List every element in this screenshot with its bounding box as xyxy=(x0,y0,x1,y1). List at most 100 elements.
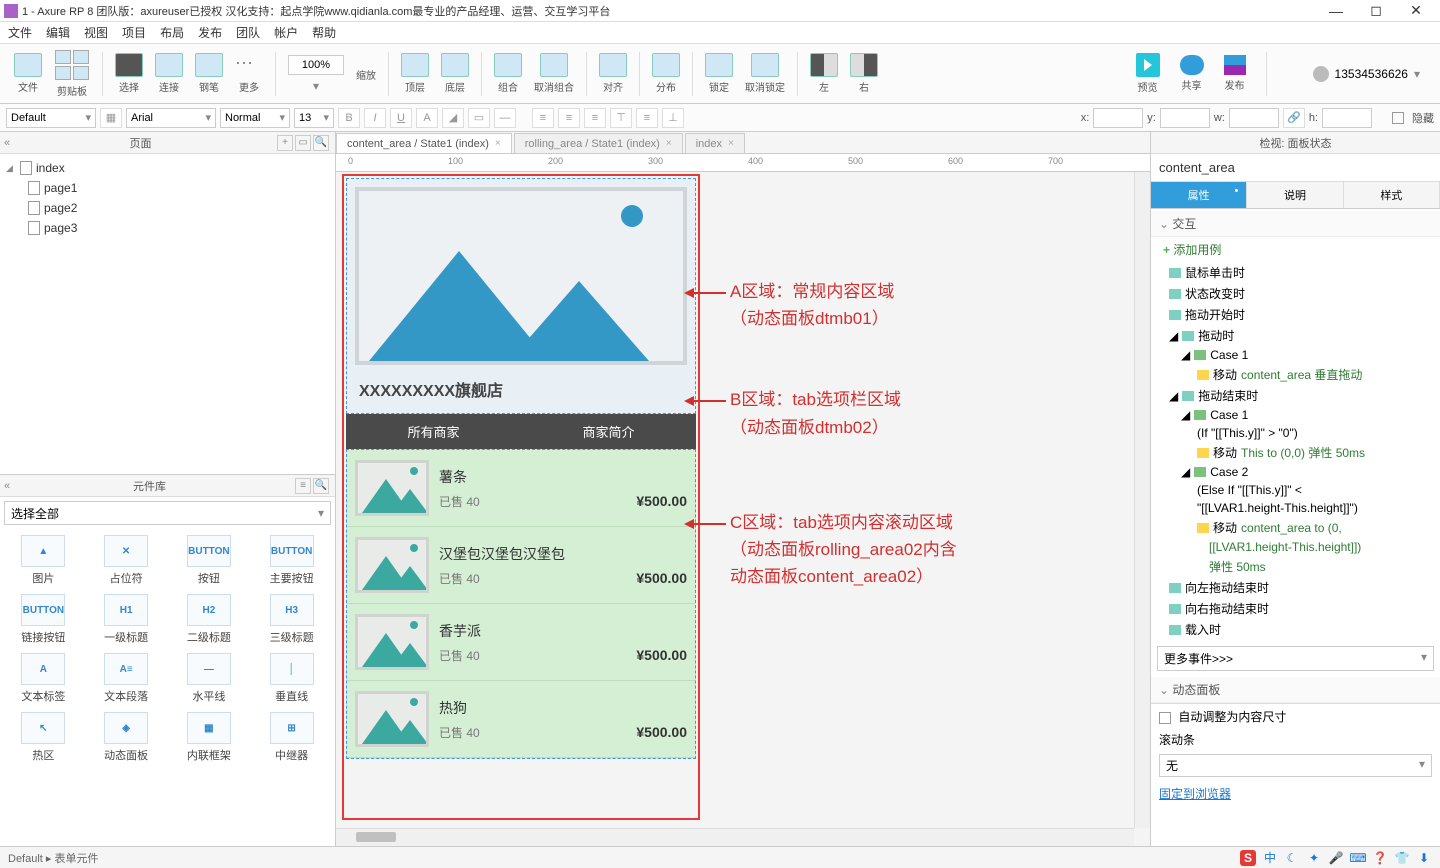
tab-merchant-intro[interactable]: 商家简介 xyxy=(521,414,696,449)
tb-right[interactable]: 右 xyxy=(850,53,878,94)
action-move3[interactable]: 移动 content_area to (0, xyxy=(1151,517,1440,538)
page-page2[interactable]: page2 xyxy=(6,198,329,218)
tb-zoom[interactable]: 100% ▾ xyxy=(288,55,344,93)
tb-front[interactable]: 顶层 xyxy=(401,53,429,94)
product-row[interactable]: 汉堡包汉堡包汉堡包 已售 40¥500.00 xyxy=(347,527,695,604)
line-btn[interactable]: — xyxy=(494,108,516,128)
lib-item[interactable]: —水平线 xyxy=(170,653,249,704)
more-events[interactable]: 更多事件>>>▾ xyxy=(1157,646,1434,671)
lib-item[interactable]: ▲图片 xyxy=(4,535,83,586)
lib-select[interactable]: 选择全部▾ xyxy=(4,501,331,525)
lib-item[interactable]: A文本标签 xyxy=(4,653,83,704)
menu-team[interactable]: 团队 xyxy=(236,24,260,41)
h-field[interactable] xyxy=(1322,108,1372,128)
tab-rolling-area[interactable]: rolling_area / State1 (index)× xyxy=(514,133,683,153)
section-dynamic-panel[interactable]: 动态面板 xyxy=(1151,677,1440,703)
tb-share[interactable]: 共享 xyxy=(1180,55,1204,92)
tb-lock[interactable]: 锁定 xyxy=(705,53,733,94)
weight-select[interactable]: Normal▾ xyxy=(220,108,290,128)
hidden-checkbox[interactable] xyxy=(1392,112,1404,124)
tb-clipboard[interactable]: 剪贴板 xyxy=(54,49,90,98)
close-icon[interactable]: × xyxy=(728,138,734,149)
evt-dragging[interactable]: ◢拖动时 xyxy=(1151,325,1440,346)
border-btn[interactable]: ▭ xyxy=(468,108,490,128)
ime-skin-icon[interactable]: 👕 xyxy=(1394,850,1410,866)
maximize-button[interactable]: ◻ xyxy=(1356,2,1396,19)
menu-project[interactable]: 项目 xyxy=(122,24,146,41)
page-page1[interactable]: page1 xyxy=(6,178,329,198)
valign-t[interactable]: ⊤ xyxy=(610,108,632,128)
tb-file[interactable]: 文件 xyxy=(14,53,42,94)
case-1a[interactable]: ◢Case 1 xyxy=(1151,346,1440,364)
canvas-scroll-v[interactable] xyxy=(1134,172,1150,828)
lib-item[interactable]: BUTTON按钮 xyxy=(170,535,249,586)
section-c-list[interactable]: 薯条 已售 40¥500.00 汉堡包汉堡包汉堡包 已售 40¥500.00 香… xyxy=(346,449,696,759)
tab-properties[interactable]: 属性• xyxy=(1151,182,1247,208)
valign-m[interactable]: ≡ xyxy=(636,108,658,128)
ime-lang[interactable]: 中 xyxy=(1262,850,1278,866)
ime-moon-icon[interactable]: ☾ xyxy=(1284,850,1300,866)
ime-mic-icon[interactable]: 🎤 xyxy=(1328,850,1344,866)
align-l[interactable]: ≡ xyxy=(532,108,554,128)
menu-account[interactable]: 帐户 xyxy=(274,24,298,41)
evt-load[interactable]: 载入时 xyxy=(1151,619,1440,640)
w-field[interactable] xyxy=(1229,108,1279,128)
section-a[interactable]: XXXXXXXXX旗舰店 xyxy=(346,178,696,414)
ime-punct-icon[interactable]: ✦ xyxy=(1306,850,1322,866)
lib-item[interactable]: ▦内联框架 xyxy=(170,712,249,763)
lib-item[interactable]: │垂直线 xyxy=(252,653,331,704)
add-page-btn[interactable]: + xyxy=(277,135,293,151)
tab-index[interactable]: index× xyxy=(685,133,745,153)
scrollbar-select[interactable]: 无▾ xyxy=(1159,754,1432,777)
ime-down-icon[interactable]: ⬇ xyxy=(1416,850,1432,866)
tab-notes[interactable]: 说明 xyxy=(1247,182,1343,208)
align-c[interactable]: ≡ xyxy=(558,108,580,128)
menu-help[interactable]: 帮助 xyxy=(312,24,336,41)
lib-item[interactable]: ✕占位符 xyxy=(87,535,166,586)
evt-swipe-left-end[interactable]: 向左拖动结束时 xyxy=(1151,577,1440,598)
lock-aspect[interactable]: 🔗 xyxy=(1283,108,1305,128)
lib-menu-btn[interactable]: ≡ xyxy=(295,478,311,494)
product-row[interactable]: 热狗 已售 40¥500.00 xyxy=(347,681,695,758)
tb-align[interactable]: 对齐 xyxy=(599,53,627,94)
add-case-link[interactable]: 添加用例 xyxy=(1151,237,1440,262)
section-interactions[interactable]: 交互 xyxy=(1151,211,1440,237)
lib-item[interactable]: A≡文本段落 xyxy=(87,653,166,704)
size-select[interactable]: 13▾ xyxy=(294,108,334,128)
tb-connect[interactable]: 连接 xyxy=(155,53,183,94)
tab-style[interactable]: 样式 xyxy=(1344,182,1440,208)
tb-preview[interactable]: 预览 xyxy=(1136,53,1160,94)
tb-unlock[interactable]: 取消锁定 xyxy=(745,53,785,94)
action-move2[interactable]: 移动 This to (0,0) 弹性 50ms xyxy=(1151,442,1440,463)
case-1b[interactable]: ◢Case 1 xyxy=(1151,406,1440,424)
evt-click[interactable]: 鼠标单击时 xyxy=(1151,262,1440,283)
product-row[interactable]: 香芋派 已售 40¥500.00 xyxy=(347,604,695,681)
menu-layout[interactable]: 布局 xyxy=(160,24,184,41)
fill-btn[interactable]: ◢ xyxy=(442,108,464,128)
style-preset[interactable]: Default▾ xyxy=(6,108,96,128)
tab-all-merchants[interactable]: 所有商家 xyxy=(346,414,521,449)
tb-publish[interactable]: 发布 xyxy=(1224,55,1246,92)
tb-group-btn[interactable]: 组合 xyxy=(494,53,522,94)
evt-swipe-right-end[interactable]: 向右拖动结束时 xyxy=(1151,598,1440,619)
product-row[interactable]: 薯条 已售 40¥500.00 xyxy=(347,450,695,527)
case-2[interactable]: ◢Case 2 xyxy=(1151,463,1440,481)
tab-content-area[interactable]: content_area / State1 (index)× xyxy=(336,133,512,153)
tb-distribute[interactable]: 分布 xyxy=(652,53,680,94)
lib-item[interactable]: ◈动态面板 xyxy=(87,712,166,763)
tb-back[interactable]: 底层 xyxy=(441,53,469,94)
ime-help-icon[interactable]: ❓ xyxy=(1372,850,1388,866)
tb-left[interactable]: 左 xyxy=(810,53,838,94)
user-menu[interactable]: 13534536626 ▾ xyxy=(1301,66,1432,82)
lib-item[interactable]: ⊞中继器 xyxy=(252,712,331,763)
evt-dragstart[interactable]: 拖动开始时 xyxy=(1151,304,1440,325)
page-index[interactable]: ◢index xyxy=(6,158,329,178)
zoom-select[interactable]: 100% xyxy=(288,55,344,75)
lib-item[interactable]: H3三级标题 xyxy=(252,594,331,645)
italic-btn[interactable]: I xyxy=(364,108,386,128)
tb-pen[interactable]: 钢笔 xyxy=(195,53,223,94)
menu-view[interactable]: 视图 xyxy=(84,24,108,41)
lib-item[interactable]: BUTTON主要按钮 xyxy=(252,535,331,586)
valign-b[interactable]: ⊥ xyxy=(662,108,684,128)
menu-file[interactable]: 文件 xyxy=(8,24,32,41)
